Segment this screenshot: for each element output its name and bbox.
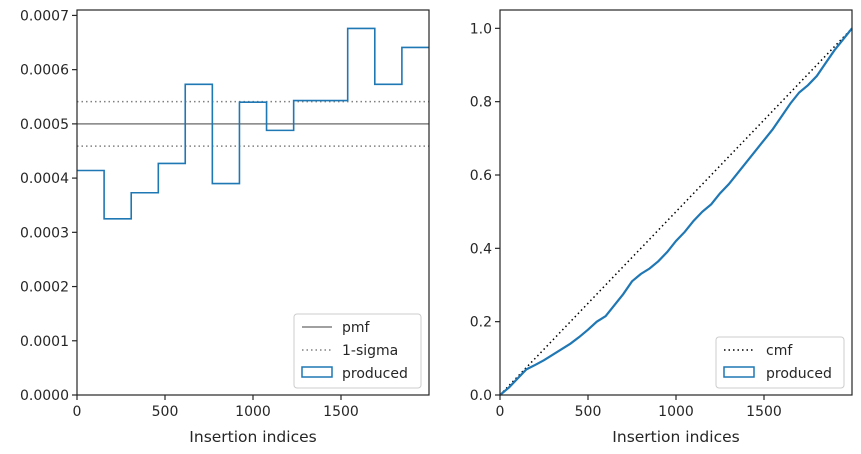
cumulative-x-tick-label: 0 [496,404,505,420]
cmf-series-line [499,27,853,396]
histogram-x-tick-label: 0 [73,404,82,420]
histogram-x-axis-label: Insertion indices [189,428,316,446]
cumulative-x-tick-label: 500 [575,404,602,420]
produced-histogram-step [77,27,429,220]
histogram-panel: 0 500 1000 1500 0.0000 0.0001 0.0002 0.0003 0.00… [20,8,430,446]
legend-produced-swatch [301,366,333,378]
histogram-plot-area [77,27,429,220]
histogram-x-tick-label: 500 [152,404,179,420]
cumulative-y-tick-label: 0.4 [470,241,492,257]
histogram-x-tick-label: 1000 [235,404,271,420]
histogram-legend-frame [293,313,422,389]
cumulative-x-axis-label: Insertion indices [612,428,739,446]
legend-produced-label: produced [342,366,408,382]
histogram-x-tick-label: 1500 [323,404,359,420]
legend-1-sigma-label: 1-sigma [342,343,398,359]
histogram-y-tick-label: 0.0001 [20,334,69,350]
histogram-y-tick-label: 0.0006 [20,63,69,79]
histogram-ticks: 0 500 1000 1500 0.0000 0.0001 0.0002 0.0003 0.00… [20,8,359,420]
produced-series-line [499,27,853,396]
cumulative-x-tick-label: 1500 [746,404,782,420]
cumulative-legend: cmf produced [715,336,845,389]
cumulative-y-tick-label: 0.8 [470,95,492,111]
cumulative-y-tick-label: 0.0 [470,388,492,404]
legend-pmf-label: pmf [342,320,371,336]
histogram-y-tick-label: 0.0002 [20,280,69,296]
legend-cmf-label: cmf [766,343,793,359]
histogram-y-tick-label: 0.0005 [20,117,69,133]
cumulative-y-tick-label: 0.2 [470,315,492,331]
cumulative-plot-area [499,27,853,396]
cumulative-panel: 0 500 1000 1500 0.0 0.2 0.4 0.6 0.8 1.0 Insertion… [470,9,853,446]
histogram-legend: pmf 1-sigma produced [293,313,422,389]
histogram-y-tick-label: 0.0003 [20,225,69,241]
cumulative-y-tick-label: 1.0 [470,21,492,37]
cumulative-ticks: 0 500 1000 1500 0.0 0.2 0.4 0.6 0.8 1.0 [470,21,782,420]
histogram-y-tick-label: 0.0007 [20,8,69,24]
histogram-y-tick-label: 0.0004 [20,171,69,187]
legend-produced-label: produced [766,366,832,382]
cumulative-y-tick-label: 0.6 [470,168,492,184]
histogram-y-tick-label: 0.0000 [20,388,69,404]
legend-produced-swatch [723,366,755,378]
cumulative-x-tick-label: 1000 [658,404,694,420]
